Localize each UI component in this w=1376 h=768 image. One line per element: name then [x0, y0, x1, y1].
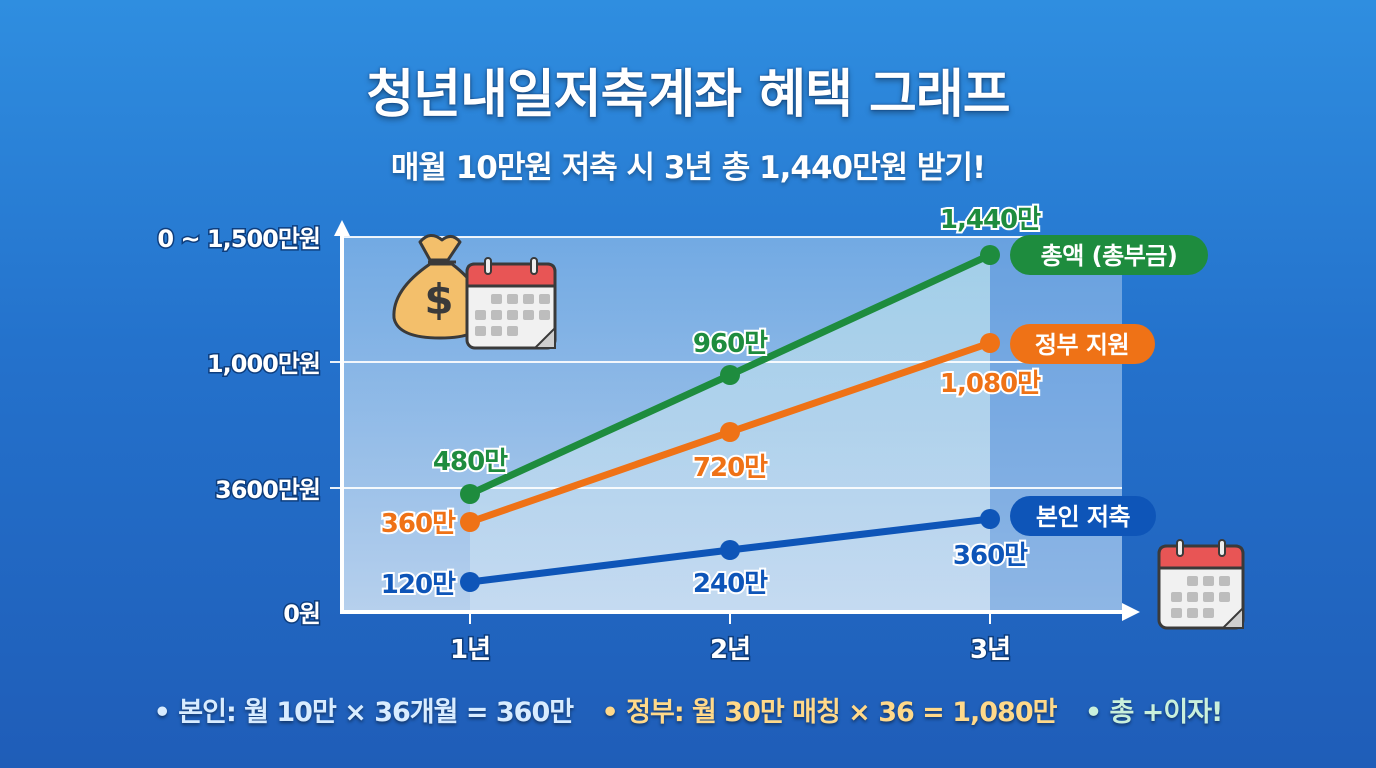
x-tick-label: 1년 — [450, 635, 490, 665]
data-label-total: 960만 — [693, 329, 768, 359]
legend-pill-gov: 정부 지원 — [1010, 324, 1155, 364]
footer-note-gov: • 정부: 월 30만 매칭 × 36 = 1,080만 — [601, 697, 1058, 728]
data-label-gov: 1,080만 — [940, 369, 1041, 399]
page-title: 청년내일저축계좌 혜택 그래프 — [366, 65, 1010, 125]
calendar-icon — [465, 257, 557, 350]
axes — [334, 220, 1140, 624]
svg-text:$: $ — [424, 275, 453, 324]
footer-notes: • 본인: 월 10만 × 36개월 = 360만 • 정부: 월 30만 매칭… — [0, 690, 1376, 729]
x-tick-label: 2년 — [710, 635, 750, 665]
y-tick-label: 1,000만원 — [207, 350, 320, 378]
data-label-total: 1,440만 — [940, 205, 1041, 235]
svg-text:정부 지원: 정부 지원 — [1035, 331, 1129, 359]
legend-pill-self: 본인 저축 — [1010, 496, 1156, 536]
series-gov — [460, 333, 1000, 532]
y-tick-label: 0원 — [283, 600, 320, 628]
data-label-total: 480만 — [433, 447, 508, 477]
svg-text:총액 (총부금): 총액 (총부금) — [1041, 242, 1178, 270]
series-total — [460, 245, 1000, 504]
data-label-gov: 720만 — [693, 453, 768, 483]
calendar-icon — [1157, 539, 1245, 630]
money-bag-icon: $ — [392, 234, 486, 340]
y-tick-label: 0 ~ 1,500만원 — [157, 225, 320, 253]
data-label-self: 360만 — [953, 541, 1028, 571]
page-subtitle: 매월 10만원 저축 시 3년 총 1,440만원 받기! — [390, 150, 986, 186]
data-label-self: 240만 — [693, 569, 768, 599]
svg-text:본인 저축: 본인 저축 — [1036, 503, 1131, 531]
series-self — [460, 509, 1000, 592]
x-tick-label: 3년 — [970, 635, 1010, 665]
legend-pill-total: 총액 (총부금) — [1010, 235, 1208, 275]
footer-note-self: • 본인: 월 10만 × 36개월 = 360만 — [153, 697, 574, 728]
y-tick-label: 3600만원 — [215, 476, 320, 504]
data-label-self: 120만 — [381, 570, 456, 600]
data-label-gov: 360만 — [381, 509, 456, 539]
footer-note-total: • 총 +이자! — [1084, 697, 1224, 728]
